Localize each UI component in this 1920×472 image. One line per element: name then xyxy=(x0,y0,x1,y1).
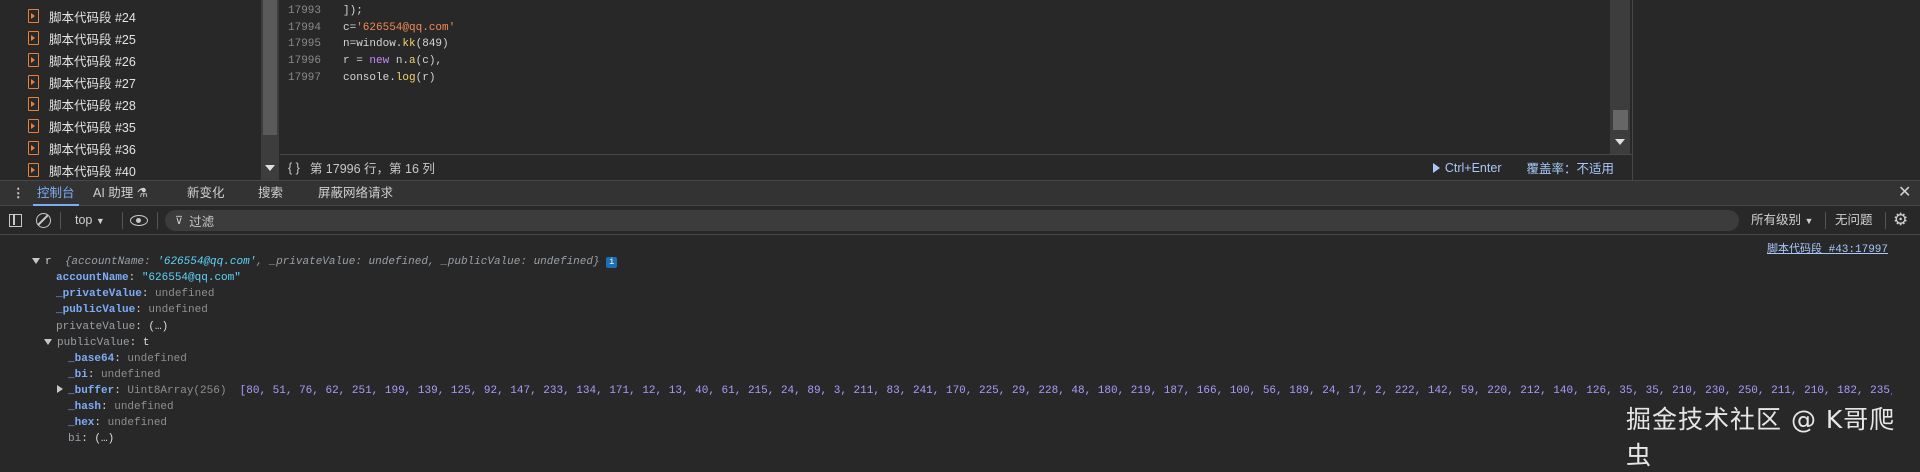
clear-console-icon[interactable] xyxy=(36,213,51,228)
line-number: 17997 xyxy=(288,72,322,84)
line-number: 17993 xyxy=(288,5,322,17)
property-row: accountName: "626554@qq.com" xyxy=(56,272,241,284)
sidebar-scrollbar[interactable] xyxy=(261,0,279,180)
editor-scrollbar[interactable] xyxy=(1610,0,1630,154)
dropdown-icon: ▼ xyxy=(95,216,105,226)
code-editor[interactable]: 17993 ]); 17994 c='626554@qq.com' 17995 … xyxy=(280,0,1632,154)
console-output: r {accountName: '626554@qq.com', _privat… xyxy=(0,254,1892,447)
issues-button[interactable]: 无问题 xyxy=(1835,213,1873,227)
right-pane xyxy=(1632,0,1920,180)
source-link[interactable]: 脚本代码段 #43:17997 xyxy=(1767,244,1889,256)
dropdown-icon: ▼ xyxy=(1804,216,1814,226)
snippet-file-icon xyxy=(28,75,39,89)
line-number: 17995 xyxy=(288,38,322,50)
property-row: _hex: undefined xyxy=(68,417,168,429)
tab-console[interactable]: 控制台 xyxy=(33,181,79,206)
snippet-file-icon xyxy=(28,141,39,155)
coverage-status: 覆盖率：不适用 xyxy=(1526,162,1614,176)
snippets-sidebar: 脚本代码段 #24 脚本代码段 #25 脚本代码段 #26 脚本代码段 #27 … xyxy=(0,0,279,180)
snippet-item[interactable]: 脚本代码段 #25 xyxy=(28,27,136,49)
tab-changes[interactable]: 新变化 xyxy=(187,186,225,200)
snippet-label: 脚本代码段 #26 xyxy=(49,54,136,69)
buffer-row[interactable]: _buffer: Uint8Array(256) ​[80, 51, 76, 6… xyxy=(57,383,1892,399)
tab-search[interactable]: 搜索 xyxy=(258,186,284,200)
code-line: c='626554@qq.com' xyxy=(343,22,456,34)
line-number: 17996 xyxy=(288,55,322,67)
snippet-label: 脚本代码段 #25 xyxy=(49,32,136,47)
info-icon: i xyxy=(606,257,618,268)
property-row: _publicValue: undefined xyxy=(56,304,208,316)
snippet-item[interactable]: 脚本代码段 #27 xyxy=(28,71,136,93)
scrollbar-thumb[interactable] xyxy=(1613,110,1628,130)
snippet-label: 脚本代码段 #28 xyxy=(49,98,136,113)
drawer-tab-bar: ⋮ 控制台 AI 助理 ⚗ 新变化 搜索 屏蔽网络请求 ✕ xyxy=(0,180,1920,206)
object-summary-row[interactable]: r {accountName: '626554@qq.com', _privat… xyxy=(32,254,618,270)
snippet-label: 脚本代码段 #40 xyxy=(49,164,136,179)
settings-gear-icon[interactable]: ⚙ xyxy=(1893,210,1909,229)
getter-row[interactable]: bi: (…) xyxy=(68,433,115,445)
close-drawer-icon[interactable]: ✕ xyxy=(1898,184,1912,201)
expand-arrow-icon xyxy=(57,385,63,393)
snippet-file-icon xyxy=(28,9,39,23)
context-selector[interactable]: top ▼ xyxy=(75,213,105,227)
public-value-row[interactable]: publicValue: t xyxy=(44,335,149,351)
snippet-label: 脚本代码段 #27 xyxy=(49,76,136,91)
run-snippet-button[interactable]: Ctrl+Enter xyxy=(1432,161,1501,175)
snippet-item[interactable]: 脚本代码段 #24 xyxy=(28,5,136,27)
sidebar-toggle-icon[interactable] xyxy=(9,214,22,227)
line-number: 17994 xyxy=(288,22,322,34)
snippet-file-icon xyxy=(28,97,39,111)
snippet-label: 脚本代码段 #24 xyxy=(49,10,136,25)
more-tabs-icon[interactable]: ⋮ xyxy=(12,186,25,200)
scroll-down-icon[interactable] xyxy=(1615,139,1625,145)
scroll-down-icon[interactable] xyxy=(265,165,275,171)
watermark: 掘金技术社区 @ K哥爬虫 xyxy=(1626,405,1896,470)
live-expression-eye-icon[interactable] xyxy=(130,215,148,226)
code-line: r = new n.a(c), xyxy=(343,55,443,67)
tab-ai-assistant[interactable]: AI 助理 ⚗ xyxy=(93,186,148,200)
console-toolbar: top ▼ ⊽ 过滤 所有级别 ▼ 无问题 ⚙ xyxy=(0,206,1920,235)
scrollbar-thumb[interactable] xyxy=(263,0,277,135)
expand-arrow-icon xyxy=(32,258,40,264)
snippet-file-icon xyxy=(28,53,39,67)
snippet-item[interactable]: 脚本代码段 #36 xyxy=(28,137,136,159)
snippet-label: 脚本代码段 #36 xyxy=(49,142,136,157)
property-row: _privateValue: undefined xyxy=(56,288,215,300)
filter-input[interactable]: ⊽ 过滤 xyxy=(165,210,1739,231)
snippet-item[interactable]: 脚本代码段 #40 xyxy=(28,159,136,181)
property-row: _base64: undefined xyxy=(68,353,187,365)
editor-status-bar: { } 第 17996 行，第 16 列 Ctrl+Enter 覆盖率：不适用 xyxy=(280,154,1632,180)
snippet-item[interactable]: 脚本代码段 #35 xyxy=(28,115,136,137)
code-line: ]); xyxy=(343,5,363,17)
property-row: _bi: undefined xyxy=(68,369,161,381)
property-row: _hash: undefined xyxy=(68,401,174,413)
filter-icon: ⊽ xyxy=(175,215,184,227)
cursor-position: 第 17996 行，第 16 列 xyxy=(309,162,435,176)
log-levels-dropdown[interactable]: 所有级别 ▼ xyxy=(1751,213,1814,227)
tab-network-request-blocking[interactable]: 屏蔽网络请求 xyxy=(318,186,394,200)
snippet-item[interactable]: 脚本代码段 #28 xyxy=(28,93,136,115)
expand-arrow-icon xyxy=(44,339,52,345)
code-line: console.log(r) xyxy=(343,72,436,84)
getter-row[interactable]: privateValue: (…) xyxy=(56,321,169,333)
snippet-item[interactable]: 脚本代码段 #26 xyxy=(28,49,136,71)
pretty-print-button[interactable]: { } xyxy=(288,160,300,175)
snippet-file-icon xyxy=(28,31,39,45)
snippet-label: 脚本代码段 #35 xyxy=(49,120,136,135)
snippet-file-icon xyxy=(28,163,39,177)
snippet-file-icon xyxy=(28,119,39,133)
code-line: n=window.kk(849) xyxy=(343,38,449,50)
play-icon xyxy=(1432,162,1440,173)
